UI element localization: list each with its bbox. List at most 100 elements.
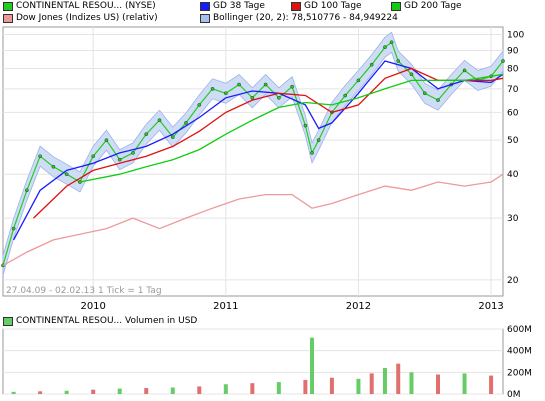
price-y-tick-label: 60: [507, 108, 519, 118]
gd200-swatch-icon: [391, 1, 401, 11]
dow-swatch-icon: [3, 13, 13, 23]
volume-bar: [223, 384, 228, 394]
price-point: [25, 188, 29, 193]
legend-label-gd200: GD 200 Tage: [404, 1, 462, 11]
legend-item-bollinger: Bollinger (20, 2): 78,510776 - 84,949224: [200, 13, 398, 23]
volume-bar: [436, 374, 441, 394]
price-x-tick-label: 2010: [80, 301, 105, 312]
price-point: [462, 68, 467, 73]
price-point: [290, 84, 294, 89]
volume-bar: [489, 375, 494, 394]
legend-label-dow: Dow Jones (Indizes US) (relativ): [16, 13, 158, 23]
legend-row-1: CONTINENTAL RESOU... (NYSE) GD 38 Tage G…: [3, 0, 543, 12]
price-point: [369, 62, 374, 67]
price-point: [144, 132, 149, 137]
volume-bar: [382, 368, 387, 394]
price-point: [237, 82, 241, 87]
volume-y-tick-label: 600M: [507, 325, 532, 335]
price-point: [157, 118, 162, 123]
bollinger-swatch-icon: [200, 13, 210, 23]
price-y-tick-label: 30: [507, 214, 519, 224]
price-point: [184, 121, 188, 125]
legend-label-bollinger: Bollinger (20, 2): 78,510776 - 84,949224: [213, 13, 398, 23]
volume-bar: [303, 379, 308, 394]
volume-bars: [11, 337, 494, 394]
price-point: [64, 172, 69, 177]
volume-legend: CONTINENTAL RESOU... Volumen in USD: [3, 316, 197, 326]
volume-grid: [3, 328, 503, 395]
volume-bar: [144, 388, 149, 394]
price-point: [263, 82, 268, 87]
price-swatch-icon: [3, 1, 13, 11]
legend-item-gd200: GD 200 Tage: [391, 1, 462, 11]
price-point: [104, 138, 109, 143]
bollinger-band: [2, 31, 504, 276]
bollinger-band-area: [2, 31, 504, 276]
price-y-tick-label: 80: [507, 64, 519, 74]
price-point: [117, 157, 122, 162]
price-point: [316, 138, 321, 143]
volume-bar: [64, 390, 69, 394]
price-point: [409, 72, 414, 77]
series-line: [79, 73, 504, 183]
gd38-swatch-icon: [200, 1, 210, 11]
price-point: [310, 151, 314, 155]
price-plot-area: [2, 26, 504, 297]
volume-bar: [329, 377, 334, 394]
volume-bar: [11, 391, 16, 394]
volume-bar: [409, 372, 414, 394]
volume-bar: [396, 363, 401, 394]
volume-bar: [276, 382, 281, 394]
price-point: [223, 91, 228, 96]
volume-y-tick-label: 400M: [507, 347, 532, 357]
legend-row-2: Dow Jones (Indizes US) (relativ) Bolling…: [3, 12, 543, 24]
gd100-swatch-icon: [291, 1, 301, 11]
volume-bar: [310, 337, 315, 394]
price-point: [303, 123, 308, 128]
legend-label-price: CONTINENTAL RESOU... (NYSE): [16, 1, 156, 11]
volume-bar: [250, 383, 255, 394]
price-y-axis: 20 30 40 50 60 70 80 90 100: [507, 30, 524, 285]
price-point: [210, 86, 215, 91]
price-point: [422, 91, 427, 96]
volume-y-axis: 0M 200M 400M 600M: [507, 325, 532, 400]
price-point: [501, 59, 505, 63]
volume-bar: [369, 373, 374, 394]
volume-bar: [91, 389, 96, 394]
price-point: [383, 45, 387, 50]
legend-item-price: CONTINENTAL RESOU... (NYSE): [3, 1, 156, 11]
price-x-tick-label: 2013: [478, 301, 503, 312]
price-y-tick-label: 70: [507, 85, 519, 95]
price-point: [356, 78, 361, 83]
volume-bar: [197, 386, 202, 394]
volume-bar: [117, 388, 122, 394]
volume-swatch-icon: [3, 316, 13, 326]
price-y-tick-label: 50: [507, 136, 519, 146]
price-point: [170, 135, 175, 139]
price-point: [197, 103, 202, 107]
legend-item-gd100: GD 100 Tage: [291, 1, 362, 11]
volume-legend-label: CONTINENTAL RESOU... Volumen in USD: [16, 316, 198, 326]
volume-bar: [170, 387, 175, 394]
price-point: [277, 95, 281, 100]
price-x-tick-label: 2012: [346, 301, 371, 312]
volume-y-tick-label: 200M: [507, 368, 532, 378]
price-series: [1, 40, 505, 268]
volume-bar: [462, 373, 467, 394]
price-y-tick-label: 20: [507, 276, 519, 286]
legend-label-gd100: GD 100 Tage: [304, 1, 362, 11]
price-y-tick-label: 100: [507, 30, 524, 40]
legend-item-dow: Dow Jones (Indizes US) (relativ): [3, 13, 158, 23]
price-point: [436, 98, 440, 102]
price-y-tick-label: 40: [507, 170, 519, 180]
price-point: [396, 59, 401, 63]
price-point: [343, 93, 348, 98]
price-point: [38, 154, 42, 159]
price-point: [250, 95, 255, 100]
price-y-tick-label: 90: [507, 47, 519, 57]
price-x-tick-label: 2011: [213, 301, 238, 312]
price-x-axis: 2010 2011 2012 2013: [80, 301, 503, 312]
series-line: [2, 173, 504, 266]
price-point: [131, 151, 135, 155]
